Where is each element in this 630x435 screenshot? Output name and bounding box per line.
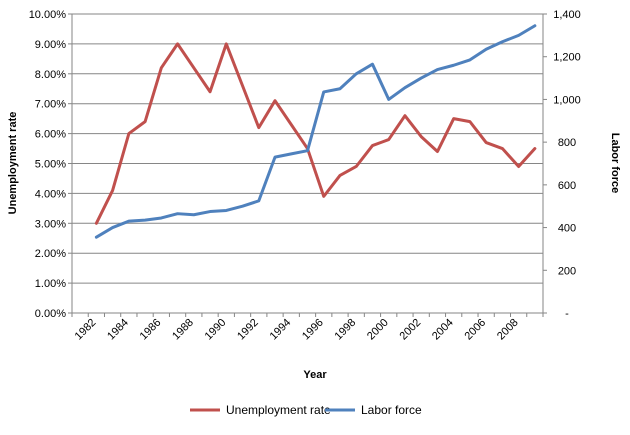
x-tick-label: 2008 [495,317,521,343]
x-tick-label: 1994 [268,317,294,343]
y-left-tick-label: 0.00% [35,308,66,320]
x-tick-label: 2000 [365,317,391,343]
x-axis-title: Year [303,369,327,381]
legend: Unemployment rate Labor force [190,403,422,417]
x-tick-label: 1982 [73,317,99,343]
series-line [94,24,537,239]
x-tick-label: 2004 [430,317,456,343]
y-right-tick-label: - [565,308,569,320]
y-axis-right-title: Labor force [609,133,621,194]
legend-label: Labor force [361,403,422,417]
y-left-tick-label: 10.00% [29,9,67,21]
y-right-tick-label: 800 [558,137,576,149]
tick-labels: 0.00% 1.00% 2.00% 3.00% 4.00% 5.00% 6.00% 7.00%… [29,9,581,342]
y-left-tick-label: 8.00% [35,69,66,81]
y-left-tick-label: 6.00% [35,129,66,141]
y-left-tick-label: 5.00% [35,159,66,171]
axes [68,13,547,317]
y-left-tick-label: 2.00% [35,248,66,260]
y-left-tick-label: 7.00% [35,99,66,111]
legend-label: Unemployment rate [226,403,331,417]
y-right-tick-label: 400 [558,223,576,235]
x-tick-label: 1998 [333,317,359,343]
x-tick-label: 1984 [105,317,131,343]
x-tick-label: 1990 [203,317,229,343]
series-lines [94,24,537,239]
y-left-tick-label: 1.00% [35,278,66,290]
x-tick-label: 1988 [170,317,196,343]
y-right-tick-label: 1,000 [553,94,581,106]
y-right-tick-label: 600 [558,180,576,192]
y-right-tick-label: 1,200 [553,52,581,64]
series-line [94,42,537,225]
gridlines [72,13,543,314]
x-tick-label: 2002 [398,317,424,343]
x-tick-label: 1986 [138,317,164,343]
y-axis-left-title: Unemployment rate [7,112,19,215]
y-right-tick-label: 200 [558,265,576,277]
x-tick-label: 1992 [235,317,261,343]
y-left-tick-label: 9.00% [35,39,66,51]
y-left-tick-label: 4.00% [35,188,66,200]
x-tick-label: 1996 [300,317,326,343]
x-tick-label: 2006 [462,317,488,343]
y-right-tick-label: 1,400 [553,9,581,21]
y-left-tick-label: 3.00% [35,218,66,230]
